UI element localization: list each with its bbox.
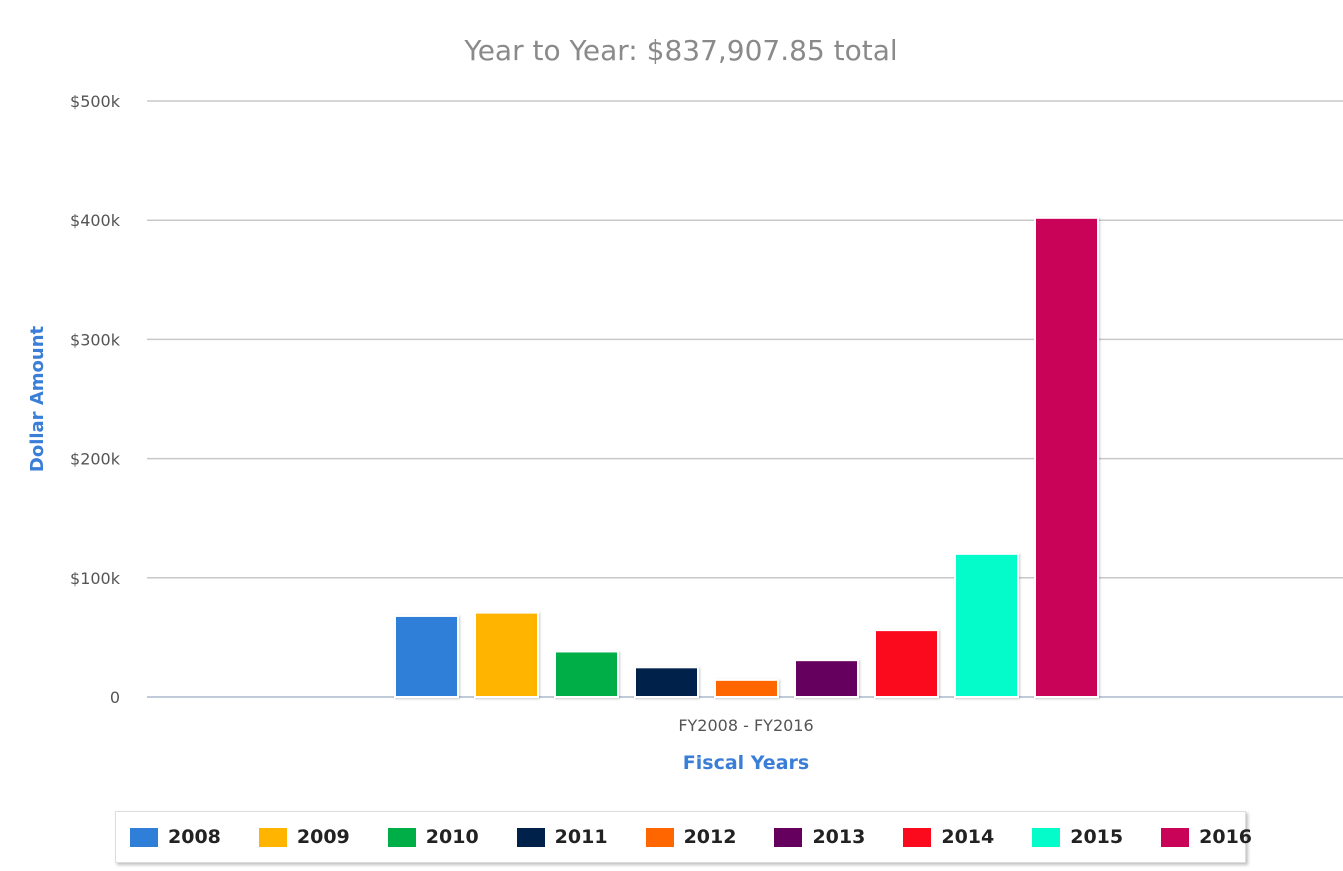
- x-tick-label: FY2008 - FY2016: [678, 716, 813, 735]
- legend: 2008 2009 2010 2011 2012 2013 2014 2015 2016: [115, 811, 1252, 863]
- y-tick-label: $200k: [70, 450, 121, 469]
- legend-swatch: [258, 827, 287, 847]
- chart-title: Year to Year: $837,907.85 total: [463, 34, 897, 67]
- legend-label: 2013: [812, 826, 866, 848]
- y-axis-label: Dollar Amount: [27, 325, 48, 472]
- bar-2015[interactable]: [954, 552, 1019, 699]
- legend-label: 2015: [1070, 826, 1124, 848]
- legend-item-2015[interactable]: 2015: [1032, 826, 1123, 848]
- legend-item-2013[interactable]: 2013: [774, 826, 865, 848]
- legend-swatch: [1161, 827, 1190, 847]
- bar-chart: Year to Year: $837,907.85 total 0 $100k $2…: [27, 34, 1343, 774]
- legend-label: 2008: [168, 826, 221, 848]
- legend-label: 2016: [1199, 826, 1253, 848]
- bar-2012[interactable]: [714, 678, 779, 699]
- legend-item-2016[interactable]: 2016: [1161, 826, 1252, 848]
- y-tick-label: $400k: [70, 211, 121, 230]
- legend-swatch: [130, 827, 158, 847]
- legend-swatch: [387, 827, 416, 847]
- legend-item-2010[interactable]: 2010: [387, 826, 479, 848]
- bar-2014[interactable]: [874, 629, 939, 698]
- bar-2016[interactable]: [1034, 216, 1099, 698]
- legend-item-2014[interactable]: 2014: [903, 826, 994, 848]
- y-tick-label: $100k: [70, 569, 121, 588]
- legend-swatch: [774, 827, 803, 847]
- bar-2009[interactable]: [474, 611, 539, 698]
- legend-label: 2009: [296, 826, 350, 848]
- bar-2011[interactable]: [634, 666, 699, 699]
- legend-item-2008[interactable]: 2008: [130, 826, 221, 848]
- legend-swatch: [903, 827, 932, 847]
- y-tick-label: 0: [110, 688, 120, 707]
- y-tick-label: $500k: [70, 92, 121, 111]
- x-axis-label: Fiscal Years: [683, 752, 809, 774]
- legend-swatch: [645, 827, 674, 847]
- y-tick-label: $300k: [70, 330, 121, 349]
- bar-2010[interactable]: [554, 650, 619, 698]
- legend-label: 2010: [425, 826, 479, 848]
- legend-label: 2014: [941, 826, 995, 848]
- bar-2013[interactable]: [794, 659, 859, 698]
- legend-swatch: [516, 827, 545, 847]
- legend-item-2009[interactable]: 2009: [258, 826, 350, 848]
- legend-swatch: [1032, 827, 1061, 847]
- legend-label: 2011: [554, 826, 608, 848]
- legend-item-2011[interactable]: 2011: [516, 826, 608, 848]
- legend-item-2012[interactable]: 2012: [645, 826, 737, 848]
- legend-label: 2012: [683, 826, 737, 848]
- bar-2008[interactable]: [394, 614, 459, 698]
